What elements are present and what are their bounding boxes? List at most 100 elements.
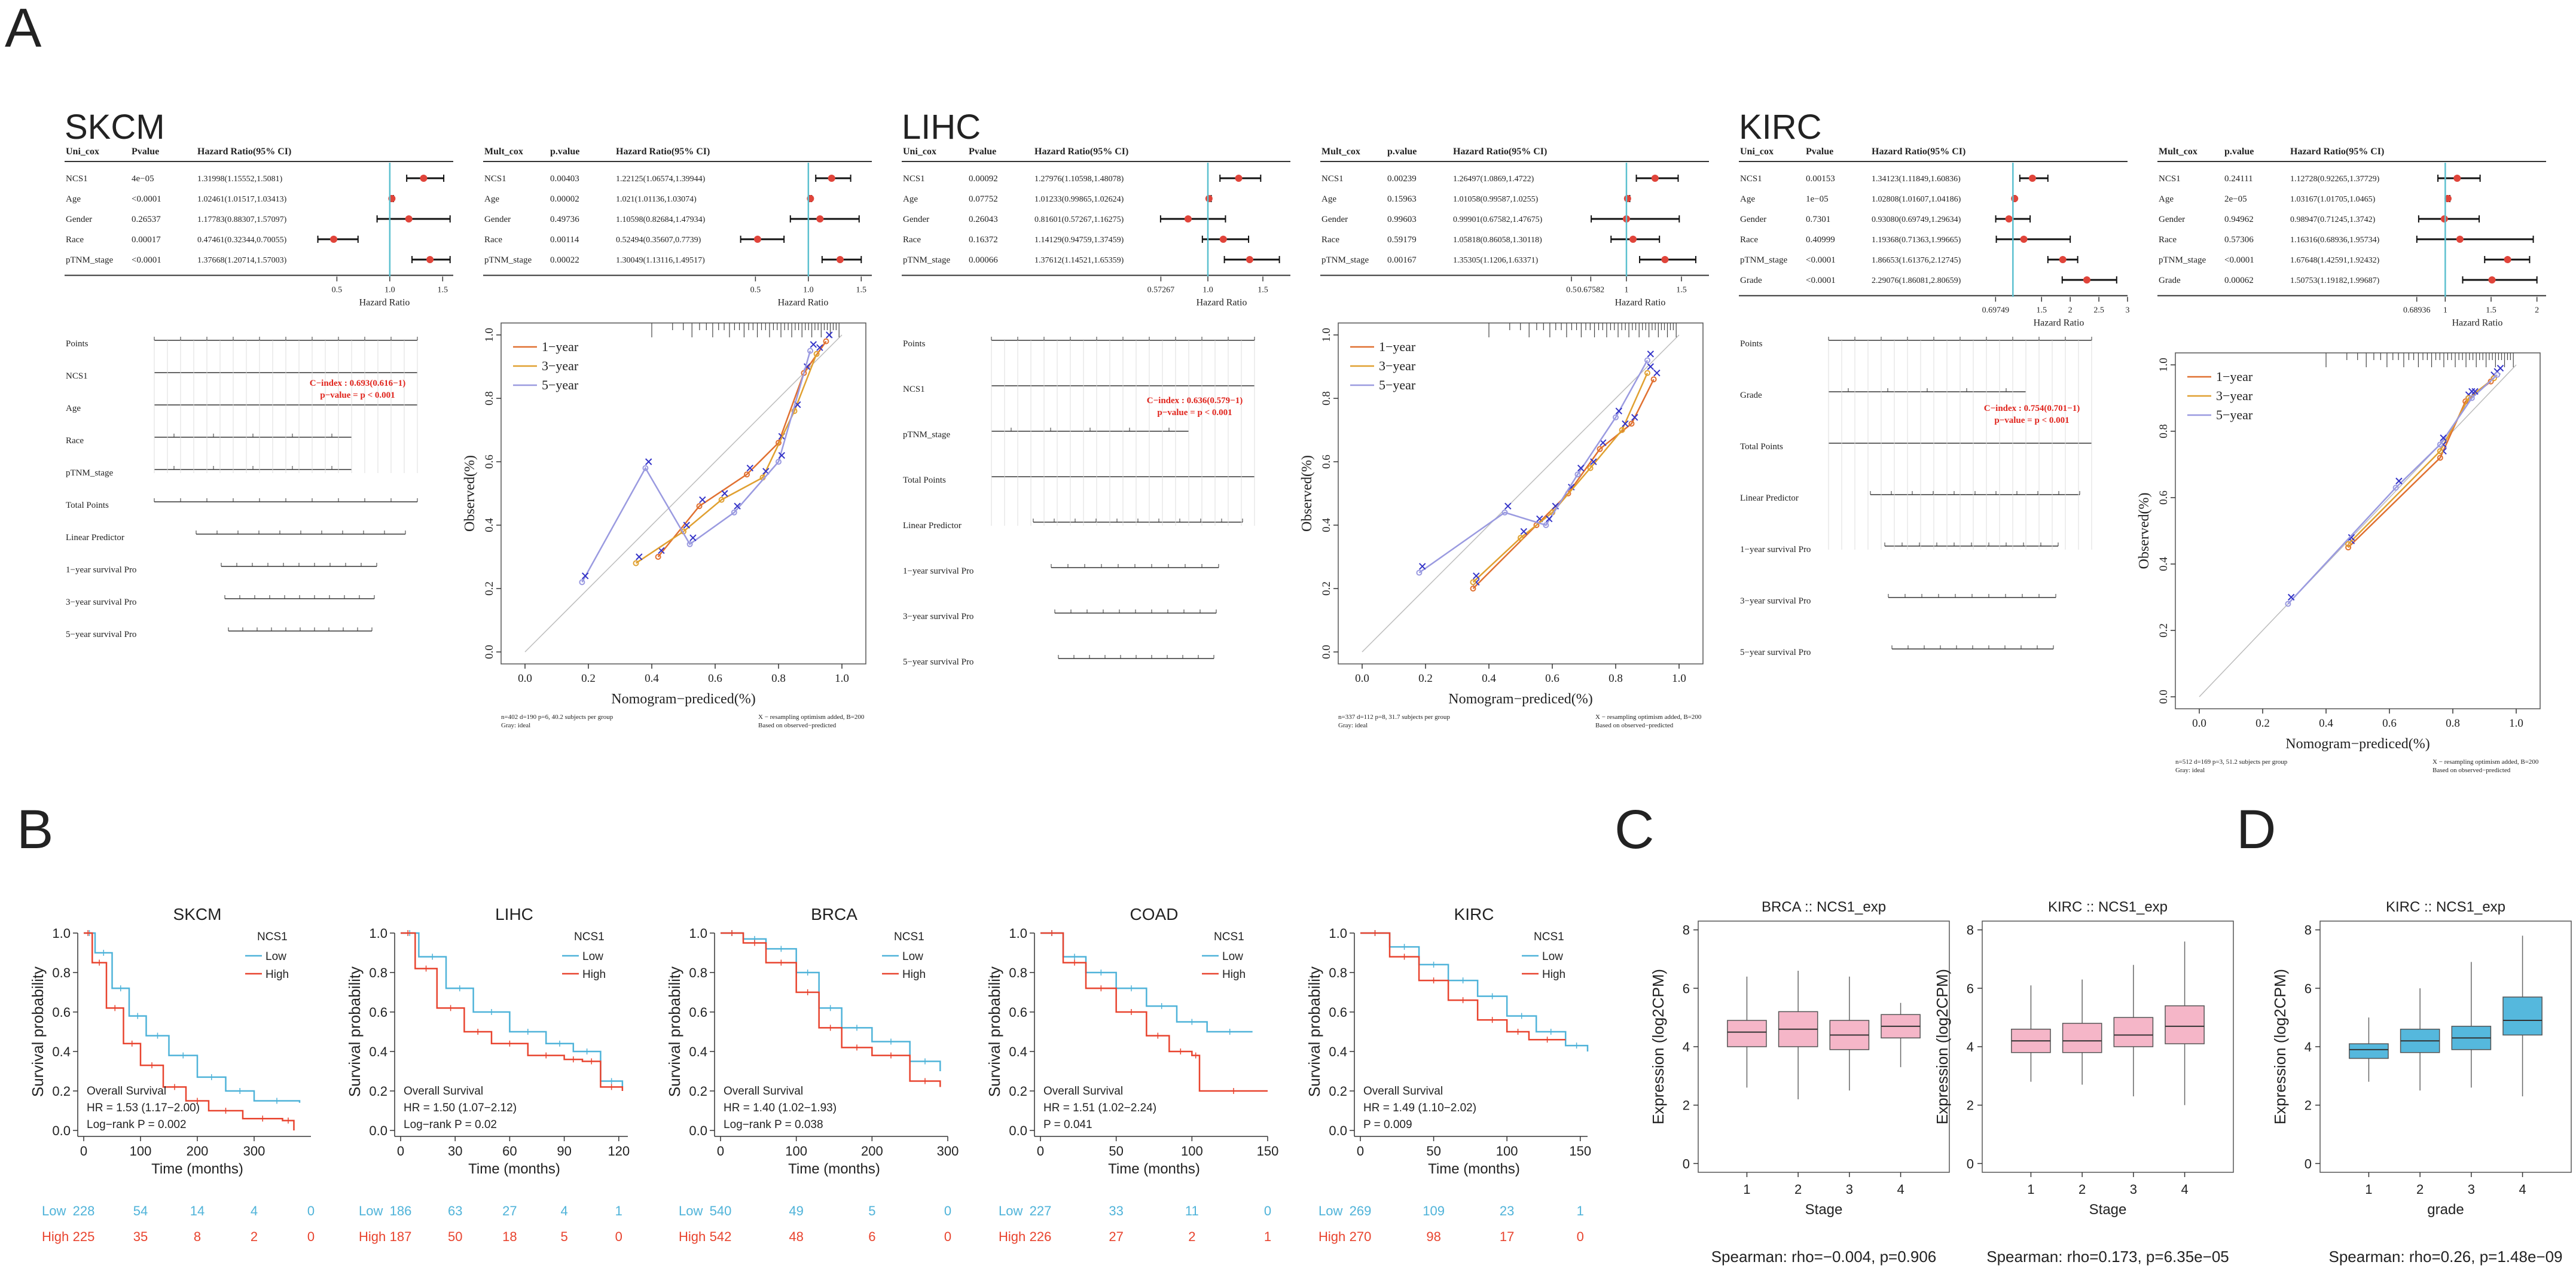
panel-letter-C: C [1614, 799, 1654, 860]
hr-point [1623, 195, 1631, 202]
row-hr: 1.37612(1.14521,1.65359) [1034, 256, 1124, 265]
hr-point [836, 256, 844, 263]
nomogram-row-label: Linear Predictor [66, 533, 124, 542]
nomogram-row-label: Points [1740, 339, 1763, 349]
y-tick-label: 0 [1967, 1156, 1974, 1171]
risk-count-high: 8 [194, 1229, 201, 1244]
risk-label-low: Low [1318, 1203, 1342, 1218]
nomogram-row-label: 1−year survival Pro [1740, 545, 1811, 554]
x-tick-label: 90 [557, 1144, 571, 1159]
calibration-point [1644, 370, 1650, 376]
x-tick-label: 150 [1569, 1144, 1591, 1159]
risk-count-low: 540 [710, 1203, 732, 1218]
hr-label: HR = 1.51 (1.02−2.24) [1043, 1102, 1156, 1114]
legend-label-low: Low [1542, 950, 1563, 963]
panel-letter-A: A [5, 0, 42, 59]
mult-cox-forest: Mult_cox p.value Hazard Ratio(95% CI) NCS1 0… [1320, 147, 1709, 307]
legend-label: 3−year [1379, 358, 1416, 373]
axis-tick-label: 0.5 [750, 285, 761, 294]
footnote-left: Gray: ideal [501, 722, 530, 729]
row-variable: pTNM_stage [484, 255, 532, 265]
y-tick-label: 0.2 [483, 581, 496, 596]
row-variable: Gender [1740, 215, 1766, 224]
box-title: KIRC :: NCS1_exp [2048, 899, 2168, 915]
y-tick-label: 0.4 [369, 1044, 387, 1059]
risk-label-low: Low [679, 1203, 703, 1218]
risk-count-low: 49 [789, 1203, 803, 1218]
km-curve-high [721, 932, 941, 1087]
risk-label-low: Low [359, 1203, 383, 1218]
risk-count-low: 0 [307, 1203, 315, 1218]
risk-count-low: 1 [1577, 1203, 1584, 1218]
hr-point [2456, 236, 2464, 243]
table-header: Uni_cox [66, 147, 99, 157]
x-tick-label: 0.8 [2446, 717, 2460, 730]
calibration-point [579, 579, 585, 586]
row-hr: 1.67648(1.42591,1.92432) [2290, 256, 2380, 265]
x-axis-label: Time (months) [151, 1161, 243, 1177]
row-variable: pTNM_stage [903, 255, 950, 265]
axis-tick-label: 1.5 [438, 285, 448, 294]
x-tick-label: 0 [1357, 1144, 1364, 1159]
x-axis-label: Time (months) [1108, 1161, 1200, 1177]
x-tick-label: 1.0 [2509, 717, 2523, 730]
legend-label-high: High [582, 968, 606, 981]
y-tick-label: 0.2 [1329, 1084, 1347, 1099]
row-variable: Gender [2159, 215, 2185, 224]
nomogram-row-label: 3−year survival Pro [1740, 596, 1811, 606]
calibration-point [718, 496, 725, 503]
p-value-label: p−value = p < 0.001 [320, 391, 395, 400]
row-variable: pTNM_stage [1321, 255, 1369, 265]
risk-count-low: 0 [1264, 1203, 1271, 1218]
risk-count-high: 48 [789, 1229, 803, 1244]
y-tick-label: 0.0 [1329, 1123, 1347, 1138]
row-hr: 1.05818(0.86058,1.30118) [1453, 236, 1542, 245]
risk-count-low: 54 [133, 1203, 148, 1218]
x-axis-label: Time (months) [1428, 1161, 1520, 1177]
x-tick-label: 300 [243, 1144, 265, 1159]
c-index-label: C−index : 0.636(0.579−1) [1147, 396, 1243, 406]
calibration-point [813, 350, 820, 357]
row-hr: 1.12728(0.92265,1.37729) [2290, 175, 2380, 184]
nomogram-row-label: 1−year survival Pro [903, 566, 973, 576]
risk-count-high: 187 [390, 1229, 412, 1244]
row-pvalue: 0.99603 [1387, 215, 1417, 224]
footnote-right: Based on observed−predicted [758, 722, 837, 729]
x-tick-label: 30 [448, 1144, 462, 1159]
overall-survival-label: Overall Survival [1043, 1085, 1123, 1098]
ideal-line [524, 334, 843, 653]
table-header: Mult_cox [2159, 147, 2197, 157]
box-title: KIRC :: NCS1_exp [2386, 899, 2505, 915]
calibration-series-3 [2287, 374, 2498, 605]
x-tick-label: 100 [1496, 1144, 1518, 1159]
calibration-point [2285, 601, 2291, 607]
cancer-title: LIHC [902, 108, 981, 147]
legend-label-high: High [1542, 968, 1565, 981]
calibration-point [1613, 414, 1619, 420]
nomogram-row-label: Age [66, 404, 81, 413]
y-tick-label: 1.0 [52, 926, 71, 941]
x-tick-label: 0.0 [1355, 672, 1369, 685]
axis-tick-label: 3 [2126, 306, 2130, 315]
risk-count-low: 27 [502, 1203, 517, 1218]
x-tick-label: 0 [1037, 1144, 1044, 1159]
y-tick-label: 6 [2305, 981, 2312, 996]
y-tick-label: 6 [1683, 981, 1690, 996]
axis-label: Hazard Ratio [359, 297, 410, 307]
hr-point [1205, 195, 1213, 202]
row-hr: 1.26497(1.0869,1.4722) [1453, 175, 1534, 184]
axis-label: Hazard Ratio [2452, 318, 2503, 328]
box [2349, 1043, 2389, 1059]
hr-point [426, 256, 434, 263]
risk-count-high: 2 [1188, 1229, 1195, 1244]
nomogram: Points NCS1 pTNM_stage Total Points Linear P… [903, 337, 1255, 667]
risk-label-low: Low [42, 1203, 66, 1218]
uni-cox-forest: Uni_cox Pvalue Hazard Ratio(95% CI) NCS1 0.0… [1739, 147, 2130, 328]
row-variable: pTNM_stage [66, 255, 113, 265]
x-tick-label: 0.6 [708, 672, 722, 685]
row-hr: 1.02808(1.01607,1.04186) [1872, 195, 1961, 204]
nomogram-row-label: Total Points [1740, 442, 1783, 452]
footnote-left: n=402 d=190 p=6, 40.2 subjects per group [501, 714, 614, 721]
